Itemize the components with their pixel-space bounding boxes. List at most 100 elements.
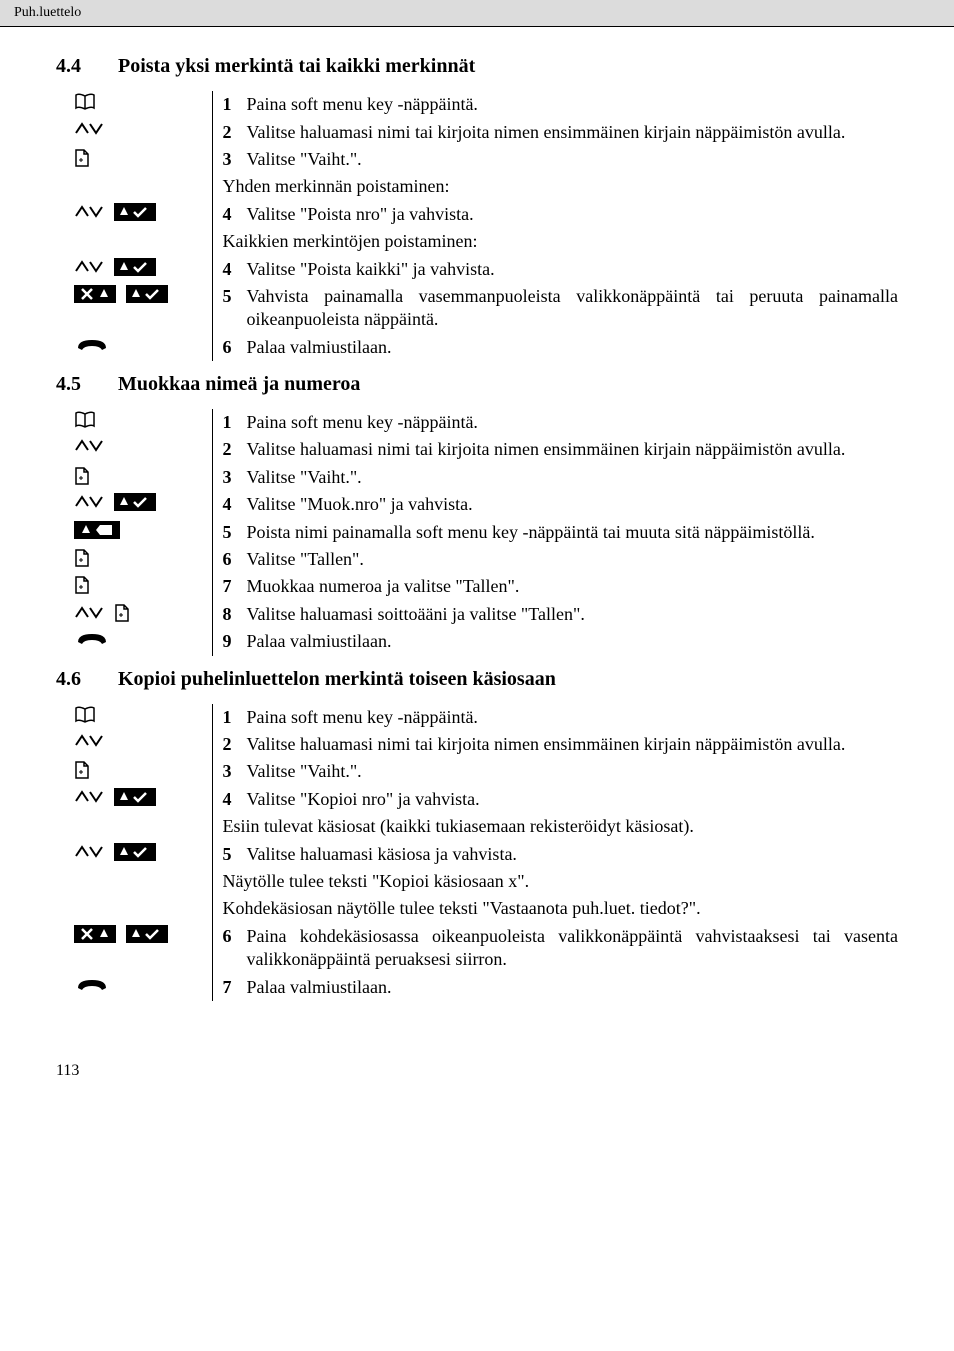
text-cell: 7Palaa valmiustilaan. bbox=[212, 974, 898, 1001]
icon-group bbox=[74, 925, 212, 943]
updown-icon bbox=[74, 438, 104, 454]
step-row: 5Poista nimi painamalla soft menu key -n… bbox=[56, 519, 898, 546]
step-number: 1 bbox=[223, 93, 247, 116]
text-cell: Kohdekäsiosan näytölle tulee teksti "Vas… bbox=[212, 895, 898, 922]
icon-cell bbox=[56, 436, 212, 463]
step-row: 2Valitse haluamasi nimi tai kirjoita nim… bbox=[56, 436, 898, 463]
book-icon bbox=[74, 706, 96, 724]
text-cell: 8Valitse haluamasi soittoääni ja valitse… bbox=[212, 601, 898, 628]
step-number: 9 bbox=[223, 630, 247, 653]
section-number: 4.5 bbox=[56, 371, 90, 397]
icon-cell bbox=[56, 546, 212, 573]
icon-cell bbox=[56, 731, 212, 758]
text-cell: 2Valitse haluamasi nimi tai kirjoita nim… bbox=[212, 436, 898, 463]
check-icon bbox=[114, 843, 156, 861]
step-row: 4Valitse "Poista kaikki" ja vahvista. bbox=[56, 256, 898, 283]
step-row: 5Valitse haluamasi käsiosa ja vahvista. bbox=[56, 841, 898, 868]
step-text: Näytölle tulee teksti "Kopioi käsiosaan … bbox=[223, 870, 899, 893]
text-cell: Yhden merkinnän poistaminen: bbox=[212, 173, 898, 200]
icon-cell bbox=[56, 758, 212, 785]
icon-cell bbox=[56, 256, 212, 283]
icon-group bbox=[74, 493, 212, 511]
section-heading: Muokkaa nimeä ja numeroa bbox=[118, 371, 360, 397]
step-number: 1 bbox=[223, 706, 247, 729]
step-row: Näytölle tulee teksti "Kopioi käsiosaan … bbox=[56, 868, 898, 895]
check-icon bbox=[114, 203, 156, 221]
text-cell: 3Valitse "Vaiht.". bbox=[212, 758, 898, 785]
icon-cell bbox=[56, 228, 212, 255]
step-row: 4Valitse "Muok.nro" ja vahvista. bbox=[56, 491, 898, 518]
icon-cell bbox=[56, 283, 212, 334]
icon-cell bbox=[56, 841, 212, 868]
step-text: Vahvista painamalla vasemmanpuoleista va… bbox=[247, 285, 899, 332]
step-row: 4Valitse "Kopioi nro" ja vahvista. bbox=[56, 786, 898, 813]
step-text: Valitse haluamasi nimi tai kirjoita nime… bbox=[247, 438, 899, 461]
page-icon bbox=[74, 548, 90, 568]
step-number: 6 bbox=[223, 548, 247, 571]
icon-cell bbox=[56, 146, 212, 173]
step-row: 6Paina kohdekäsiosassa oikeanpuoleista v… bbox=[56, 923, 898, 974]
step-row: Esiin tulevat käsiosat (kaikki tukiasema… bbox=[56, 813, 898, 840]
icon-cell bbox=[56, 868, 212, 895]
icon-group bbox=[74, 706, 212, 724]
icon-cell bbox=[56, 813, 212, 840]
step-number: 7 bbox=[223, 575, 247, 598]
text-cell: 3Valitse "Vaiht.". bbox=[212, 464, 898, 491]
step-number: 4 bbox=[223, 258, 247, 281]
page-icon bbox=[74, 760, 90, 780]
step-text: Palaa valmiustilaan. bbox=[247, 630, 899, 653]
text-cell: Kaikkien merkintöjen poistaminen: bbox=[212, 228, 898, 255]
step-text: Paina soft menu key -näppäintä. bbox=[247, 93, 899, 116]
step-text: Esiin tulevat käsiosat (kaikki tukiasema… bbox=[223, 815, 899, 838]
hangup-icon bbox=[74, 336, 110, 352]
icon-group bbox=[74, 203, 212, 221]
step-row: 3Valitse "Vaiht.". bbox=[56, 758, 898, 785]
icon-cell bbox=[56, 573, 212, 600]
step-row: 8Valitse haluamasi soittoääni ja valitse… bbox=[56, 601, 898, 628]
section-heading: Kopioi puhelinluettelon merkintä toiseen… bbox=[118, 666, 556, 692]
icon-cell bbox=[56, 704, 212, 731]
icon-cell bbox=[56, 91, 212, 118]
step-row: 1Paina soft menu key -näppäintä. bbox=[56, 409, 898, 436]
step-row: 1Paina soft menu key -näppäintä. bbox=[56, 704, 898, 731]
text-cell: 5Vahvista painamalla vasemmanpuoleista v… bbox=[212, 283, 898, 334]
step-row: 9Palaa valmiustilaan. bbox=[56, 628, 898, 655]
icon-group bbox=[74, 843, 212, 861]
text-cell: 6Palaa valmiustilaan. bbox=[212, 334, 898, 361]
step-text: Valitse haluamasi nimi tai kirjoita nime… bbox=[247, 733, 899, 756]
step-number: 4 bbox=[223, 493, 247, 516]
icon-group bbox=[74, 93, 212, 111]
step-text: Valitse "Vaiht.". bbox=[247, 148, 899, 171]
icon-cell bbox=[56, 895, 212, 922]
icon-group bbox=[74, 521, 212, 539]
step-text: Kaikkien merkintöjen poistaminen: bbox=[223, 230, 899, 253]
icon-group bbox=[74, 438, 212, 454]
step-number: 2 bbox=[223, 438, 247, 461]
hangup-icon bbox=[74, 630, 110, 646]
section-number: 4.4 bbox=[56, 53, 90, 79]
step-text: Paina soft menu key -näppäintä. bbox=[247, 411, 899, 434]
icon-cell bbox=[56, 334, 212, 361]
icon-group bbox=[74, 258, 212, 276]
step-number: 1 bbox=[223, 411, 247, 434]
step-number: 4 bbox=[223, 788, 247, 811]
step-text: Valitse "Tallen". bbox=[247, 548, 899, 571]
icon-cell bbox=[56, 409, 212, 436]
icon-group bbox=[74, 575, 212, 595]
text-cell: 4Valitse "Kopioi nro" ja vahvista. bbox=[212, 786, 898, 813]
text-cell: 6Paina kohdekäsiosassa oikeanpuoleista v… bbox=[212, 923, 898, 974]
text-cell: 7Muokkaa numeroa ja valitse "Tallen". bbox=[212, 573, 898, 600]
step-text: Valitse "Vaiht.". bbox=[247, 466, 899, 489]
step-row: Kaikkien merkintöjen poistaminen: bbox=[56, 228, 898, 255]
icon-cell bbox=[56, 464, 212, 491]
page-icon bbox=[114, 603, 130, 623]
step-row: 7Muokkaa numeroa ja valitse "Tallen". bbox=[56, 573, 898, 600]
icon-cell bbox=[56, 601, 212, 628]
step-row: 1Paina soft menu key -näppäintä. bbox=[56, 91, 898, 118]
step-number: 7 bbox=[223, 976, 247, 999]
text-cell: 2Valitse haluamasi nimi tai kirjoita nim… bbox=[212, 731, 898, 758]
text-cell: 6Valitse "Tallen". bbox=[212, 546, 898, 573]
step-text: Valitse "Poista kaikki" ja vahvista. bbox=[247, 258, 899, 281]
text-cell: 9Palaa valmiustilaan. bbox=[212, 628, 898, 655]
icon-group bbox=[74, 976, 212, 992]
